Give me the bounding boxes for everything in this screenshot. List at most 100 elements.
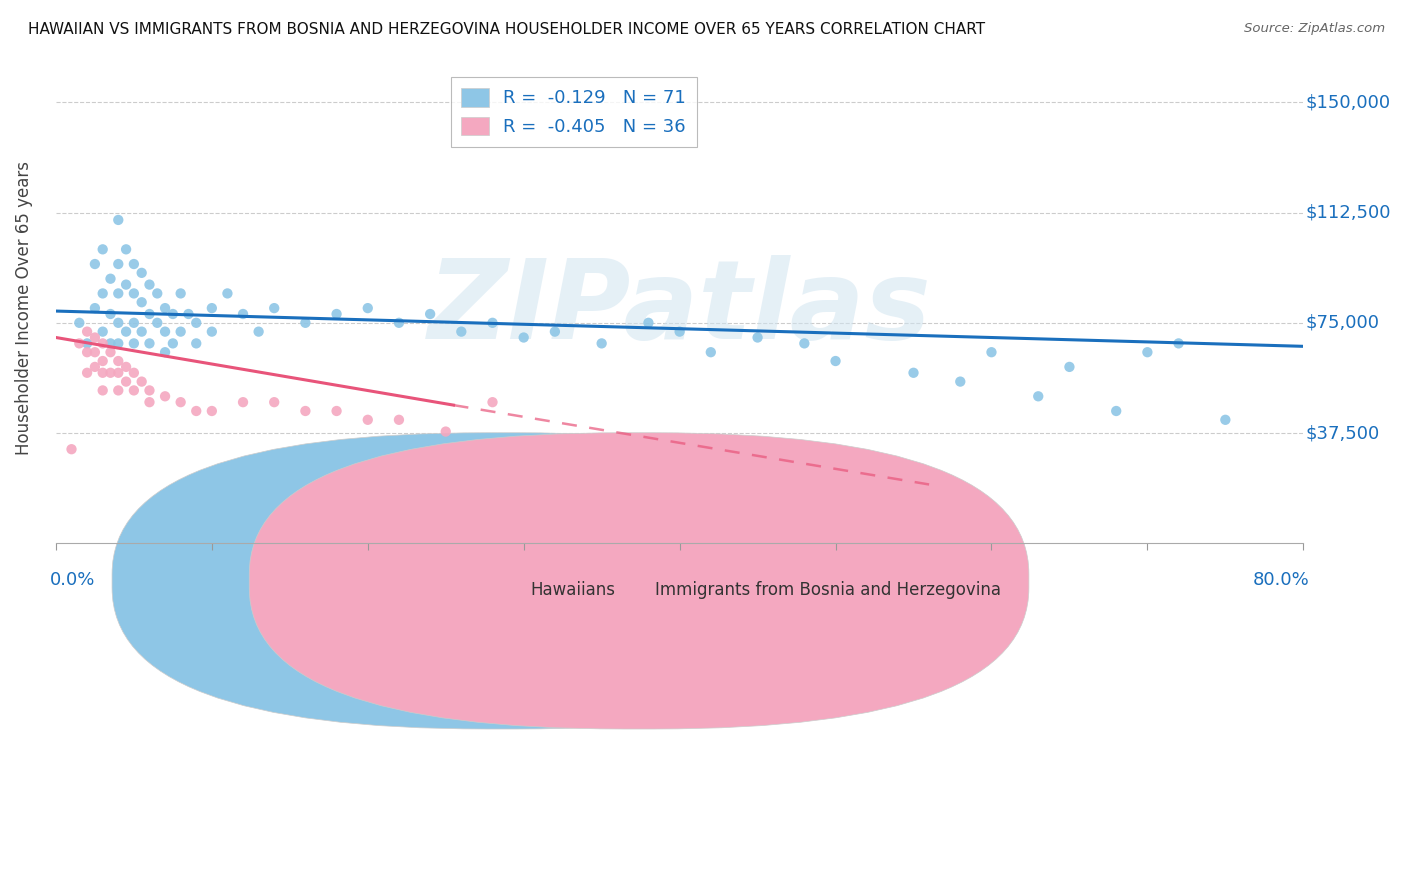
- Point: [122, 384, 145, 398]
- Point: [217, 286, 239, 301]
- Point: [1167, 336, 1189, 351]
- FancyBboxPatch shape: [249, 433, 1029, 729]
- Point: [107, 384, 129, 398]
- Point: [91, 336, 114, 351]
- Point: [263, 301, 285, 315]
- Point: [131, 375, 153, 389]
- Point: [115, 359, 138, 374]
- Point: [668, 325, 690, 339]
- Text: HAWAIIAN VS IMMIGRANTS FROM BOSNIA AND HERZEGOVINA HOUSEHOLDER INCOME OVER 65 YE: HAWAIIAN VS IMMIGRANTS FROM BOSNIA AND H…: [28, 22, 986, 37]
- Point: [512, 330, 534, 344]
- Text: $150,000: $150,000: [1306, 94, 1391, 112]
- Point: [357, 413, 380, 427]
- Point: [1059, 359, 1081, 374]
- Point: [76, 366, 98, 380]
- Point: [91, 354, 114, 368]
- Point: [107, 316, 129, 330]
- Point: [107, 354, 129, 368]
- Point: [153, 345, 176, 359]
- Point: [107, 213, 129, 227]
- Point: [481, 316, 503, 330]
- Point: [481, 395, 503, 409]
- Point: [153, 301, 176, 315]
- Point: [91, 366, 114, 380]
- Point: [122, 336, 145, 351]
- Point: [1026, 389, 1049, 403]
- Text: Source: ZipAtlas.com: Source: ZipAtlas.com: [1244, 22, 1385, 36]
- Point: [544, 325, 567, 339]
- Point: [146, 316, 169, 330]
- Point: [949, 375, 972, 389]
- Point: [122, 316, 145, 330]
- Point: [91, 243, 114, 257]
- Point: [1215, 413, 1237, 427]
- Point: [747, 330, 769, 344]
- FancyBboxPatch shape: [112, 433, 891, 729]
- Point: [115, 243, 138, 257]
- Point: [76, 336, 98, 351]
- Point: [100, 307, 122, 321]
- Point: [100, 336, 122, 351]
- Point: [115, 325, 138, 339]
- Point: [67, 316, 90, 330]
- Legend: R =  -0.129   N = 71, R =  -0.405   N = 36: R = -0.129 N = 71, R = -0.405 N = 36: [450, 78, 696, 146]
- Point: [138, 336, 160, 351]
- Point: [153, 389, 176, 403]
- Point: [138, 277, 160, 292]
- Point: [201, 301, 224, 315]
- Point: [186, 336, 208, 351]
- Point: [83, 359, 105, 374]
- Point: [903, 366, 925, 380]
- Point: [122, 257, 145, 271]
- Point: [83, 257, 105, 271]
- Point: [591, 336, 613, 351]
- Point: [419, 307, 441, 321]
- Text: 0.0%: 0.0%: [49, 572, 96, 590]
- Point: [388, 413, 411, 427]
- Point: [131, 295, 153, 310]
- Point: [107, 286, 129, 301]
- Text: 80.0%: 80.0%: [1253, 572, 1309, 590]
- Point: [169, 286, 191, 301]
- Point: [434, 425, 457, 439]
- Point: [122, 366, 145, 380]
- Point: [138, 384, 160, 398]
- Point: [186, 404, 208, 418]
- Point: [115, 277, 138, 292]
- Point: [115, 375, 138, 389]
- Point: [131, 325, 153, 339]
- Point: [1136, 345, 1159, 359]
- Text: $75,000: $75,000: [1306, 314, 1379, 332]
- Text: $37,500: $37,500: [1306, 424, 1381, 442]
- Point: [1105, 404, 1128, 418]
- Point: [294, 404, 316, 418]
- Point: [247, 325, 270, 339]
- Point: [325, 307, 347, 321]
- Point: [201, 325, 224, 339]
- Point: [980, 345, 1002, 359]
- Point: [637, 316, 659, 330]
- Point: [388, 316, 411, 330]
- Point: [824, 354, 846, 368]
- Point: [83, 345, 105, 359]
- Point: [138, 307, 160, 321]
- Text: Hawaiians: Hawaiians: [530, 581, 614, 599]
- Point: [107, 336, 129, 351]
- Point: [146, 286, 169, 301]
- Point: [201, 404, 224, 418]
- Point: [153, 325, 176, 339]
- Point: [357, 301, 380, 315]
- Point: [83, 301, 105, 315]
- Point: [325, 404, 347, 418]
- Point: [162, 336, 184, 351]
- Point: [76, 325, 98, 339]
- Point: [91, 286, 114, 301]
- Point: [232, 395, 254, 409]
- Point: [100, 345, 122, 359]
- Point: [122, 286, 145, 301]
- Point: [60, 442, 83, 457]
- Point: [131, 266, 153, 280]
- Y-axis label: Householder Income Over 65 years: Householder Income Over 65 years: [15, 161, 32, 455]
- Point: [107, 366, 129, 380]
- Point: [91, 384, 114, 398]
